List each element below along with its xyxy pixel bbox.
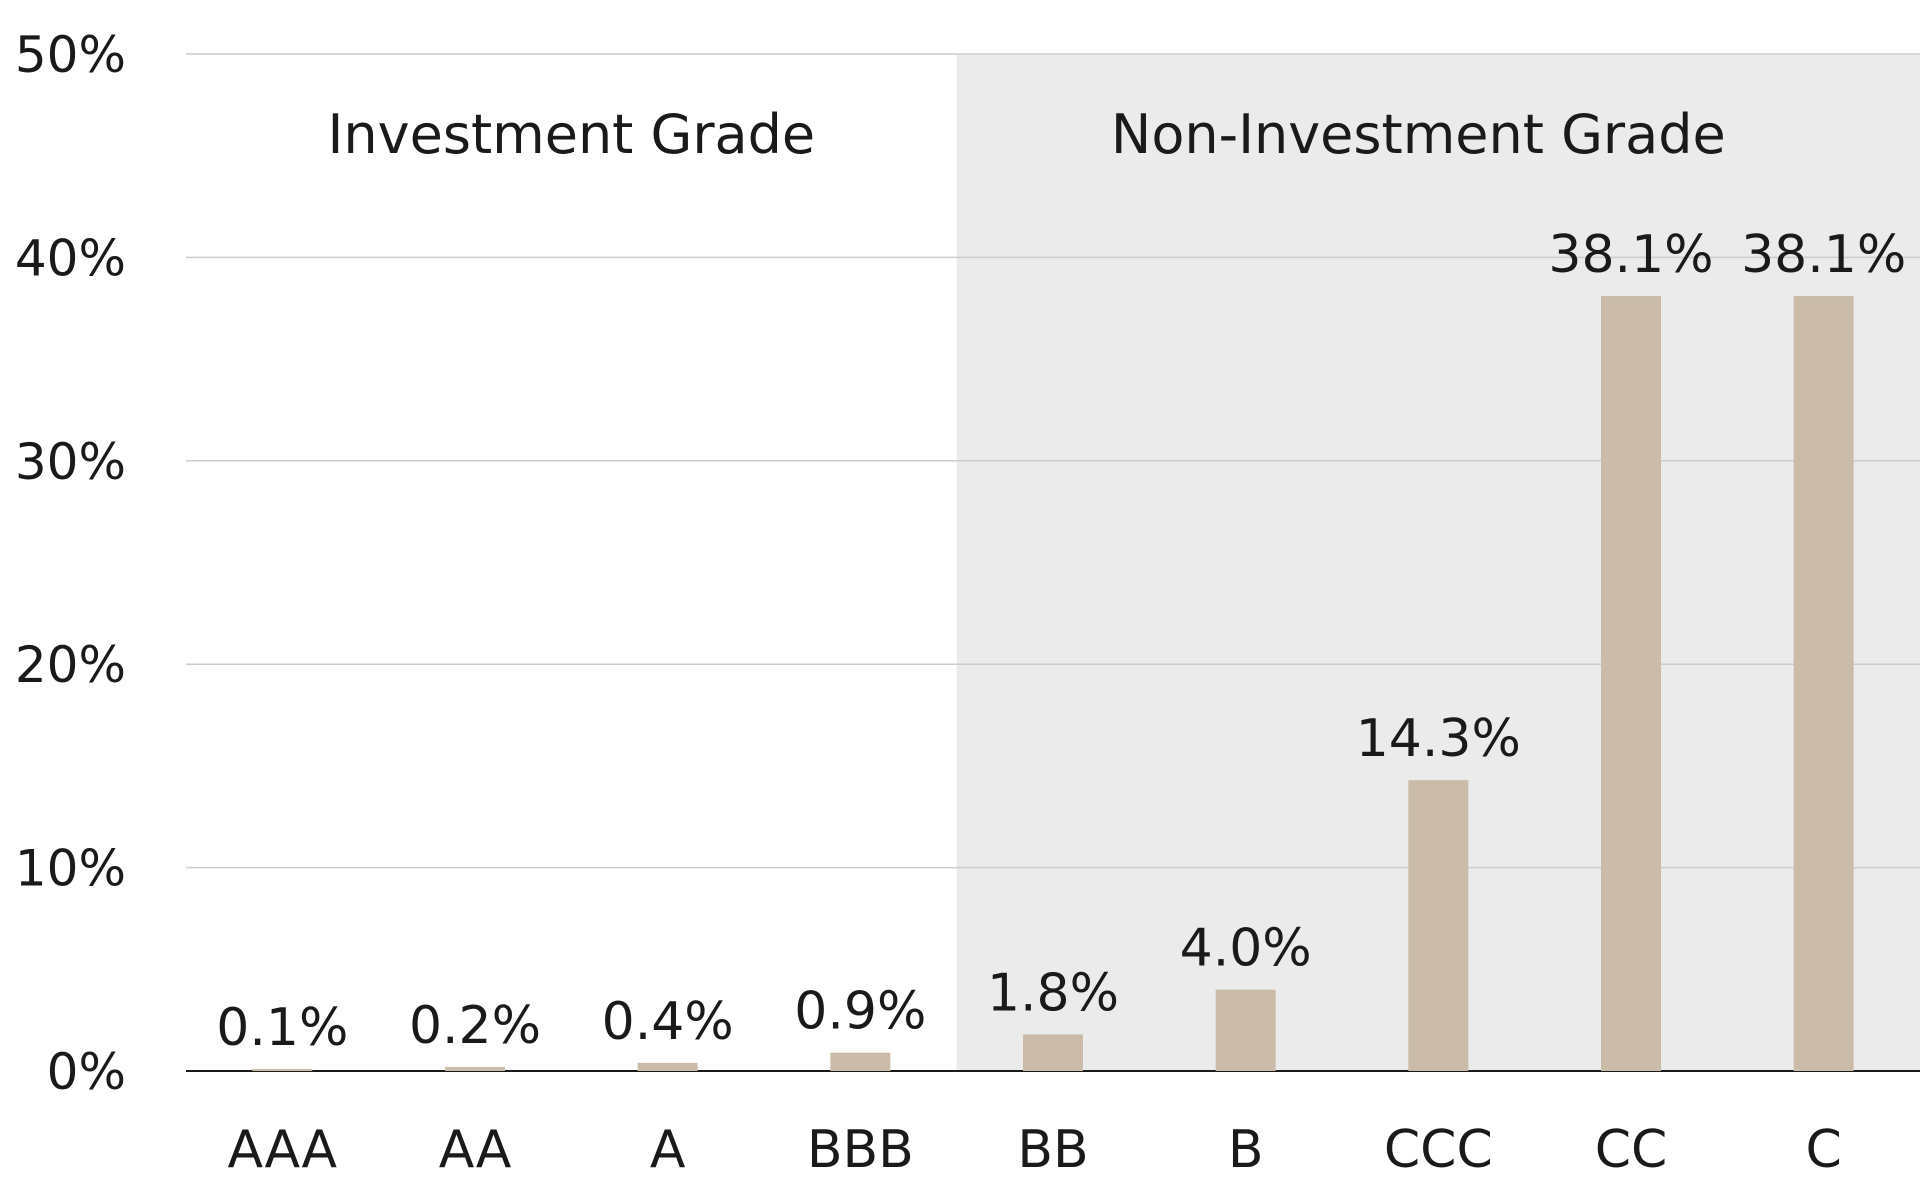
y-tick-label: 20% — [15, 636, 126, 694]
bar — [1215, 989, 1276, 1071]
bar-data-label: 38.1% — [1741, 225, 1906, 285]
region-label-non-investment-grade: Non-Investment Grade — [1111, 103, 1726, 166]
bar-data-label: 38.1% — [1548, 225, 1713, 285]
y-axis-ticks: 0% 10% 20% 30% 40% 50% — [15, 26, 126, 1101]
bar-data-label: 0.9% — [794, 982, 926, 1042]
bar-data-label: 0.2% — [409, 996, 541, 1056]
bar-data-label: 0.4% — [602, 992, 734, 1052]
bar-data-label: 0.1% — [216, 998, 348, 1058]
bar-data-label: 14.3% — [1356, 709, 1521, 769]
y-tick-label: 30% — [15, 433, 126, 491]
bar — [637, 1062, 698, 1071]
bar-data-label: 4.0% — [1180, 919, 1312, 979]
bar — [1408, 780, 1469, 1071]
bar — [252, 1068, 313, 1071]
bars — [252, 296, 1854, 1071]
region-label-investment-grade: Investment Grade — [327, 103, 815, 166]
x-category-label: C — [1806, 1120, 1842, 1180]
y-tick-label: 40% — [15, 229, 126, 287]
x-axis-category-labels: AAA AA A BBB BB B CCC CC C — [228, 1120, 1842, 1180]
x-category-label: CC — [1595, 1120, 1668, 1180]
y-tick-label: 50% — [15, 26, 126, 84]
x-category-label: BB — [1017, 1120, 1088, 1180]
x-category-label: CCC — [1384, 1120, 1493, 1180]
bar — [1793, 296, 1854, 1071]
y-tick-label: 10% — [15, 840, 126, 898]
x-category-label: AAA — [228, 1120, 338, 1180]
bar — [445, 1066, 505, 1071]
x-category-label: B — [1228, 1120, 1264, 1180]
x-category-label: A — [650, 1120, 686, 1180]
bar — [1601, 296, 1661, 1071]
bar-data-labels: 0.1% 0.2% 0.4% 0.9% 1.8% 4.0% 14.3% 38.1% 38.1% — [216, 225, 1906, 1058]
bar — [830, 1052, 891, 1071]
x-category-label: AA — [439, 1120, 512, 1180]
y-tick-label: 0% — [47, 1043, 126, 1101]
bar — [1023, 1034, 1083, 1071]
x-category-label: BBB — [807, 1120, 914, 1180]
bar-data-label: 1.8% — [987, 963, 1119, 1023]
